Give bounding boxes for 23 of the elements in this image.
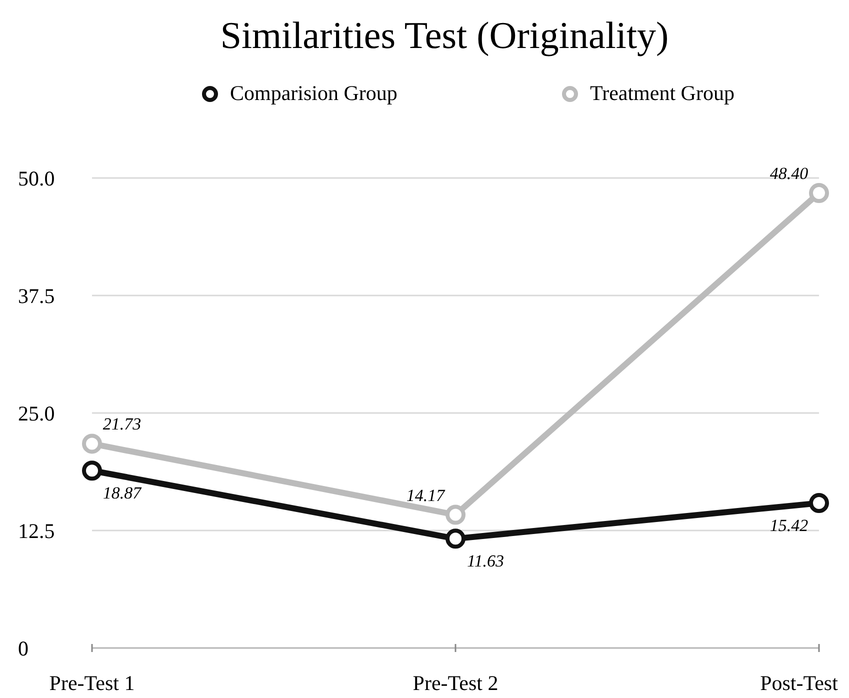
legend-label: Comparision Group [230,81,398,105]
point [82,434,102,454]
point [809,183,829,204]
point [82,460,102,481]
y-tick-label: 50.0 [18,166,55,190]
y-tick-label: 0 [18,636,28,660]
legend-label: Treatment Group [590,81,734,105]
x-tick-label: Pre-Test 2 [412,671,498,695]
y-tick-label: 12.5 [18,518,55,543]
y-tick-label: 37.5 [18,284,55,308]
data-label: 11.63 [467,552,504,571]
data-label: 14.17 [406,486,446,505]
point [446,528,466,549]
data-label: 48.40 [770,164,809,184]
data-label: 18.87 [102,484,143,503]
y-tick-label: 25.0 [18,401,55,426]
data-label: 21.73 [102,414,142,434]
chart-title: Similarities Test (Originality) [220,15,669,57]
point [809,493,829,514]
x-tick-label: Pre-Test 1 [49,671,135,695]
point [446,504,466,525]
x-tick-label: Post-Test [760,671,838,695]
data-label: 15.42 [770,516,809,536]
